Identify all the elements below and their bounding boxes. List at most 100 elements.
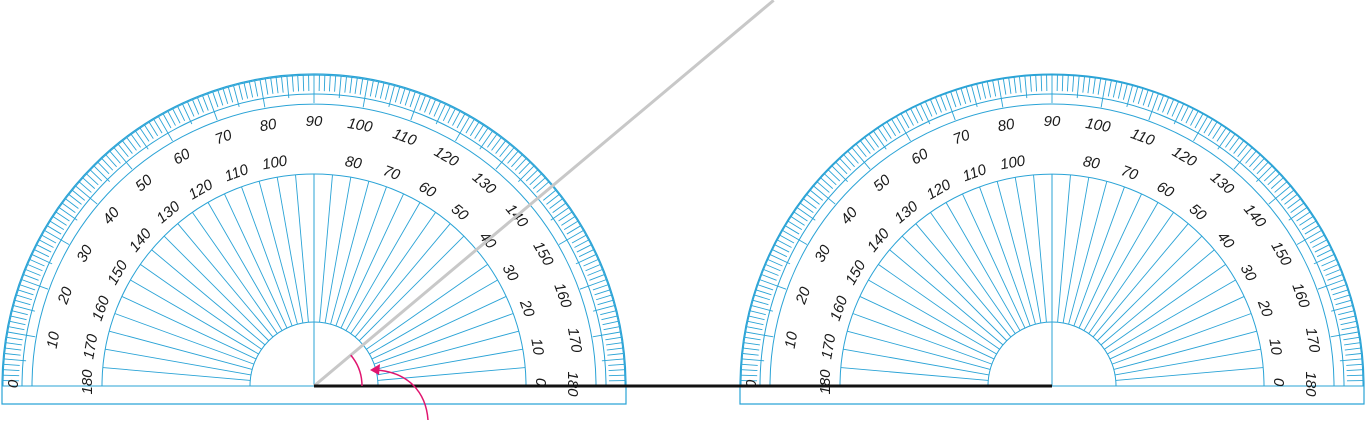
degree-tick [479,130,493,150]
degree-tick [868,134,879,148]
degree-tick [153,119,163,134]
degree-tick [745,331,774,338]
degree-tick [1148,93,1159,121]
degree-tick [172,108,181,124]
inner-scale-label: 180 [79,369,96,395]
inner-scale-label: 50 [1186,201,1210,225]
degree-tick [960,88,967,105]
degree-tick [55,211,70,222]
degree-tick [1284,194,1298,205]
degree-tick [930,99,938,115]
degree-tick [585,264,601,272]
degree-tick [78,181,92,193]
degree-tick [9,320,26,326]
radial-line [258,181,298,325]
degree-tick [495,147,515,170]
radial-line [868,279,997,355]
degree-tick [1268,185,1291,205]
radial-line [878,264,1000,350]
degree-tick [769,254,791,265]
degree-tick [1341,326,1358,331]
degree-tick [1263,169,1277,182]
inner-scale-label: 0 [532,378,549,387]
outer-scale-label: 40 [99,204,123,228]
degree-tick [1162,97,1169,113]
degree-tick [549,198,563,209]
degree-tick [800,202,814,213]
degree-tick [1296,211,1311,222]
degree-tick [743,342,760,346]
degree-tick [113,147,133,170]
degree-tick [362,79,369,108]
degree-tick [52,216,67,226]
degree-tick [607,353,624,356]
degree-tick [1343,336,1360,341]
radial-line [1096,235,1203,342]
degree-tick [1309,234,1325,244]
degree-tick [752,299,769,306]
degree-tick [7,331,36,338]
degree-tick [302,75,305,92]
degree-tick [13,305,35,312]
radial-line [1057,174,1071,323]
degree-tick [986,81,992,98]
degree-tick [1185,108,1194,124]
degree-tick [816,181,830,193]
degree-tick [39,239,54,248]
degree-tick [1345,353,1362,356]
degree-tick [1087,77,1091,94]
inner-scale-label: 50 [448,201,472,225]
degree-tick [608,369,625,372]
degree-tick [595,294,612,301]
degree-tick [790,216,805,226]
degree-tick [1100,79,1107,108]
outer-scale-label: 170 [564,326,585,354]
degree-tick [1024,76,1028,99]
degree-tick [1339,315,1356,321]
degree-tick [281,76,284,93]
degree-tick [1117,82,1123,99]
outer-scale-label: 130 [469,169,500,199]
radial-line [102,367,251,381]
degree-tick [1340,320,1357,326]
degree-tick [550,207,570,221]
radial-line [375,330,519,370]
degree-tick [744,336,761,341]
degree-tick [748,315,765,321]
degree-tick [820,177,834,189]
degree-tick [1344,342,1361,346]
degree-tick [900,113,910,129]
degree-tick [571,234,587,244]
radial-line [847,330,991,370]
degree-tick [873,130,887,150]
outer-scale-label: 10 [782,330,802,350]
degree-tick [435,103,446,125]
radial-line [114,313,255,365]
degree-tick [851,147,871,170]
degree-tick [1217,130,1231,150]
degree-tick [452,111,461,126]
degree-tick [860,140,871,154]
radial-line [105,348,252,376]
degree-tick [5,347,22,351]
degree-tick [1122,84,1128,100]
degree-tick [455,116,470,142]
degree-tick [1339,358,1362,362]
degree-tick [491,137,502,151]
degree-tick [558,211,573,222]
degree-tick [16,294,33,301]
degree-tick [759,279,787,290]
degree-tick [608,374,625,377]
angle-arc-marker [350,354,363,387]
degree-tick [747,320,764,326]
degree-tick [777,239,792,248]
degree-tick [1207,122,1218,137]
degree-tick [139,127,150,142]
degree-tick [915,106,924,122]
degree-tick [1333,294,1350,301]
degree-tick [877,127,888,142]
degree-tick [1267,173,1280,186]
degree-tick [474,124,484,139]
degree-tick [1330,284,1347,291]
